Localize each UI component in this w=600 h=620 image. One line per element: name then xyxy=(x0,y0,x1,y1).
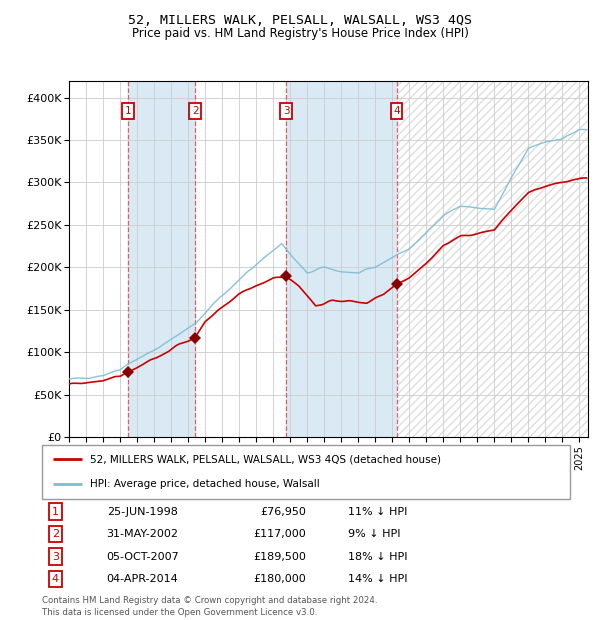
Text: 3: 3 xyxy=(52,552,59,562)
Text: 2: 2 xyxy=(52,529,59,539)
Text: 3: 3 xyxy=(283,106,289,116)
Text: 11% ↓ HPI: 11% ↓ HPI xyxy=(348,507,407,516)
Text: 18% ↓ HPI: 18% ↓ HPI xyxy=(348,552,408,562)
Text: £76,950: £76,950 xyxy=(260,507,306,516)
Text: 04-APR-2014: 04-APR-2014 xyxy=(106,574,178,584)
Bar xyxy=(286,81,397,437)
Bar xyxy=(397,81,588,437)
Text: 14% ↓ HPI: 14% ↓ HPI xyxy=(348,574,408,584)
Text: 1: 1 xyxy=(52,507,59,516)
Text: 4: 4 xyxy=(393,106,400,116)
Text: HPI: Average price, detached house, Walsall: HPI: Average price, detached house, Wals… xyxy=(89,479,319,489)
Text: £117,000: £117,000 xyxy=(253,529,306,539)
Text: 2: 2 xyxy=(192,106,199,116)
Text: 31-MAY-2002: 31-MAY-2002 xyxy=(106,529,178,539)
Bar xyxy=(397,81,588,437)
Text: Contains HM Land Registry data © Crown copyright and database right 2024.
This d: Contains HM Land Registry data © Crown c… xyxy=(42,596,377,617)
Text: 9% ↓ HPI: 9% ↓ HPI xyxy=(348,529,401,539)
Text: 52, MILLERS WALK, PELSALL, WALSALL, WS3 4QS (detached house): 52, MILLERS WALK, PELSALL, WALSALL, WS3 … xyxy=(89,454,440,464)
Text: 52, MILLERS WALK, PELSALL, WALSALL, WS3 4QS: 52, MILLERS WALK, PELSALL, WALSALL, WS3 … xyxy=(128,14,472,27)
Text: 4: 4 xyxy=(52,574,59,584)
Text: Price paid vs. HM Land Registry's House Price Index (HPI): Price paid vs. HM Land Registry's House … xyxy=(131,27,469,40)
FancyBboxPatch shape xyxy=(42,445,570,499)
Text: 1: 1 xyxy=(125,106,131,116)
Text: £189,500: £189,500 xyxy=(253,552,306,562)
Text: 25-JUN-1998: 25-JUN-1998 xyxy=(107,507,178,516)
Text: 05-OCT-2007: 05-OCT-2007 xyxy=(106,552,179,562)
Bar xyxy=(128,81,195,437)
Text: £180,000: £180,000 xyxy=(253,574,306,584)
